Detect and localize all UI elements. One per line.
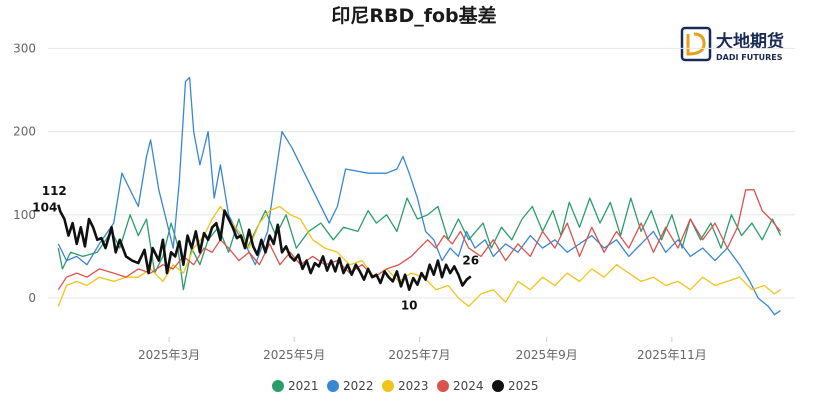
legend: 2021 2022 2023 2024 2025: [272, 379, 539, 393]
legend-label-2021: 2021: [288, 379, 319, 393]
data-label-26: 26: [462, 253, 479, 267]
legend-marker-2021: [272, 380, 284, 392]
y-tick-label: 100: [13, 208, 36, 222]
series-line-2022: [57, 76, 781, 316]
chart-title: 印尼RBD_fob基差: [331, 4, 496, 27]
legend-label-2022: 2022: [343, 379, 374, 393]
logo-name: 大地期货: [716, 31, 784, 52]
data-label-10: 10: [401, 299, 418, 313]
legend-label-2025: 2025: [508, 379, 539, 393]
series-lines: [57, 76, 782, 316]
legend-marker-2023: [382, 380, 394, 392]
series-line-2021: [57, 197, 782, 291]
logo: 大地期货 DADI FUTURES: [680, 26, 784, 62]
dadi-futures-logo-icon: [680, 26, 712, 62]
annotations: 112 104 10 26: [32, 184, 479, 313]
y-tick-label: 0: [28, 291, 36, 305]
y-tick-label: 200: [13, 125, 36, 139]
legend-label-2023: 2023: [398, 379, 429, 393]
legend-marker-2025: [492, 380, 504, 392]
y-tick-label: 300: [13, 41, 36, 55]
x-tick-label: 2025年5月: [263, 348, 325, 362]
x-tick-label: 2025年3月: [138, 348, 200, 362]
data-label-104: 104: [32, 200, 57, 214]
logo-subtitle: DADI FUTURES: [716, 53, 783, 62]
y-axis: 0 100 200 300: [13, 41, 36, 305]
x-tick-label: 2025年11月: [637, 348, 707, 362]
legend-label-2024: 2024: [453, 379, 484, 393]
data-label-112: 112: [42, 184, 67, 198]
x-axis: 2025年3月 2025年5月 2025年7月 2025年9月 2025年11月: [138, 337, 707, 362]
x-tick-label: 2025年7月: [388, 348, 450, 362]
legend-marker-2024: [437, 380, 449, 392]
series-line-2025: [57, 204, 472, 291]
legend-marker-2022: [327, 380, 339, 392]
x-tick-label: 2025年9月: [516, 348, 578, 362]
